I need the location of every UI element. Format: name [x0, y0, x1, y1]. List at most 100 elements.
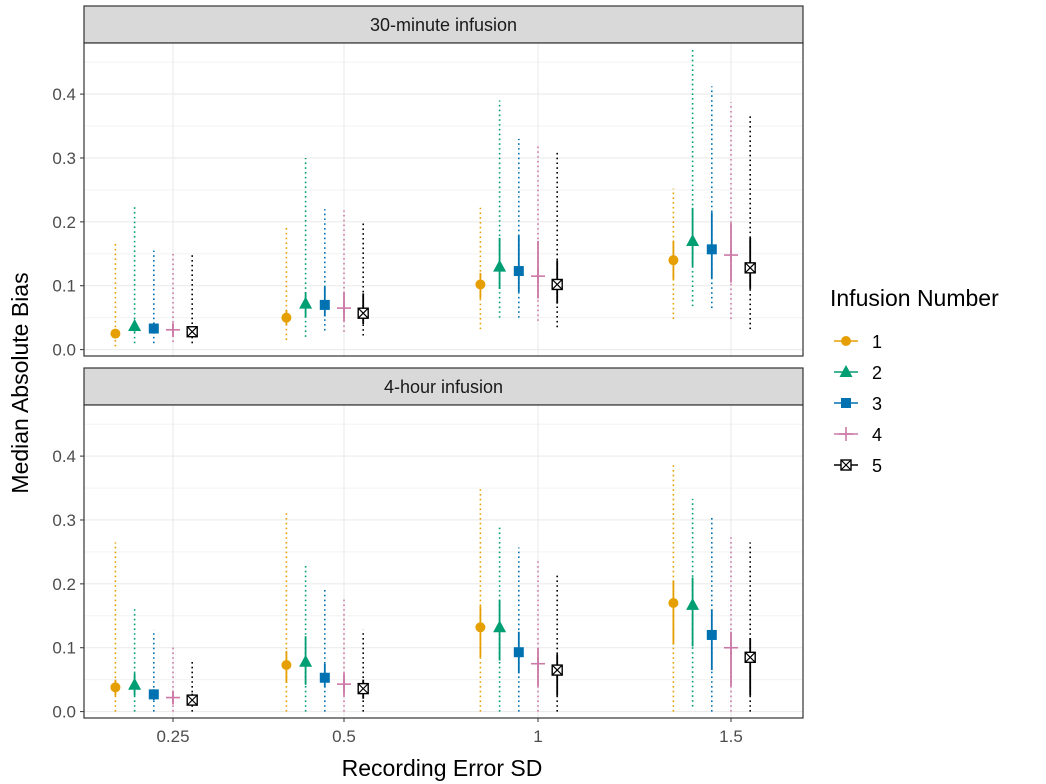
- panels-layer: 30-minute infusion 0.0 0.1 0.2 0.3 0.4 4-hour …: [52, 5, 804, 746]
- median-point: [686, 234, 700, 247]
- series-infusion-3: [148, 516, 717, 712]
- y-tick-label: 0.3: [52, 149, 76, 168]
- series-infusion-3: [148, 86, 717, 344]
- median-point: [744, 262, 756, 274]
- median-point-d2: [551, 664, 563, 676]
- legend-label: 4: [872, 425, 882, 445]
- panel-title: 30-minute infusion: [370, 15, 517, 35]
- legend-key-marker: [841, 336, 851, 346]
- median-point: [475, 622, 486, 633]
- y-axis-label: Median Absolute Bias: [7, 272, 33, 493]
- median-point: [319, 299, 330, 310]
- median-point-d2: [357, 307, 369, 319]
- legend-item-5: 5: [834, 456, 882, 476]
- legend-title: Infusion Number: [830, 285, 999, 311]
- median-point-d2: [357, 683, 369, 695]
- median-point: [166, 322, 180, 337]
- median-point-d2: [551, 279, 563, 290]
- median-point: [281, 312, 292, 323]
- series-infusion-5: [186, 113, 756, 344]
- median-point: [337, 301, 351, 316]
- median-point: [357, 307, 369, 319]
- median-point: [668, 255, 679, 266]
- median-point: [319, 672, 330, 683]
- y-tick-label: 0.2: [52, 575, 76, 594]
- y-tick-label: 0.4: [52, 447, 76, 466]
- median-point: [551, 278, 563, 291]
- median-point: [337, 677, 351, 692]
- median-point: [706, 244, 717, 255]
- legend: Infusion Number 1 2 3 4 5: [830, 285, 999, 476]
- y-tick-label: 0.4: [52, 85, 76, 104]
- median-point: [299, 296, 313, 309]
- median-point: [186, 694, 198, 706]
- series-infusion-2: [128, 49, 700, 344]
- median-point: [531, 269, 545, 284]
- median-point: [724, 640, 738, 655]
- median-point: [148, 323, 159, 334]
- median-point-d2: [186, 326, 198, 338]
- median-point: [357, 682, 369, 695]
- median-point: [686, 597, 700, 610]
- legend-label: 2: [872, 363, 882, 383]
- median-point: [493, 620, 507, 633]
- series-infusion-4: [166, 535, 738, 712]
- panel-1: 30-minute infusion 0.0 0.1 0.2 0.3 0.4: [52, 5, 804, 360]
- series-infusion-5: [186, 542, 756, 712]
- x-tick-label: 0.5: [332, 727, 356, 746]
- y-tick-label: 0.0: [52, 341, 76, 360]
- series-infusion-4: [166, 102, 738, 342]
- panel-2: 4-hour infusion 0.0 0.1 0.2 0.3 0.4 0.25 0.5 1 1.…: [52, 367, 804, 746]
- median-point: [281, 659, 292, 670]
- panel-title: 4-hour infusion: [384, 377, 503, 397]
- legend-item-2: 2: [834, 363, 882, 383]
- median-point: [706, 629, 717, 640]
- median-point: [724, 248, 738, 263]
- legend-key-marker: [840, 459, 852, 471]
- panel-border: [83, 42, 804, 357]
- legend-key-marker: [841, 398, 851, 408]
- legend-key-marker: [839, 365, 853, 377]
- x-tick-label: 1: [533, 727, 542, 746]
- median-point: [299, 654, 313, 667]
- median-point-d2: [186, 694, 198, 706]
- panel-border: [83, 404, 804, 719]
- median-point: [513, 647, 524, 658]
- y-tick-label: 0.1: [52, 639, 76, 658]
- median-point: [110, 328, 121, 339]
- median-point: [551, 664, 563, 676]
- median-point: [513, 266, 524, 277]
- legend-items: 1 2 3 4 5: [834, 332, 882, 476]
- plot-background: [84, 405, 803, 718]
- legend-item-3: 3: [834, 394, 882, 414]
- median-point: [475, 279, 486, 290]
- series-infusion-2: [128, 498, 700, 712]
- y-tick-label: 0.1: [52, 277, 76, 296]
- median-point: [668, 598, 679, 609]
- median-point: [128, 677, 142, 690]
- legend-item-4: 4: [834, 425, 882, 445]
- panel-strip: [83, 5, 804, 44]
- y-tick-label: 0.2: [52, 213, 76, 232]
- median-point: [148, 689, 159, 700]
- median-point: [493, 259, 507, 272]
- median-point: [186, 326, 198, 338]
- median-point: [128, 318, 142, 331]
- median-point: [110, 682, 121, 693]
- median-point-d2: [744, 651, 756, 663]
- x-axis-label: Recording Error SD: [342, 755, 543, 781]
- x-tick-label: 0.25: [156, 727, 189, 746]
- legend-label: 1: [872, 332, 882, 352]
- y-tick-label: 0.3: [52, 511, 76, 530]
- legend-item-1: 1: [834, 332, 882, 352]
- plot-background: [84, 43, 803, 356]
- series-infusion-1: [110, 462, 679, 712]
- median-point: [166, 690, 180, 705]
- y-tick-label: 0.0: [52, 703, 76, 722]
- legend-label: 5: [872, 456, 882, 476]
- median-point: [744, 651, 756, 664]
- series-infusion-1: [110, 188, 679, 347]
- legend-key-marker: [839, 427, 853, 441]
- legend-label: 3: [872, 394, 882, 414]
